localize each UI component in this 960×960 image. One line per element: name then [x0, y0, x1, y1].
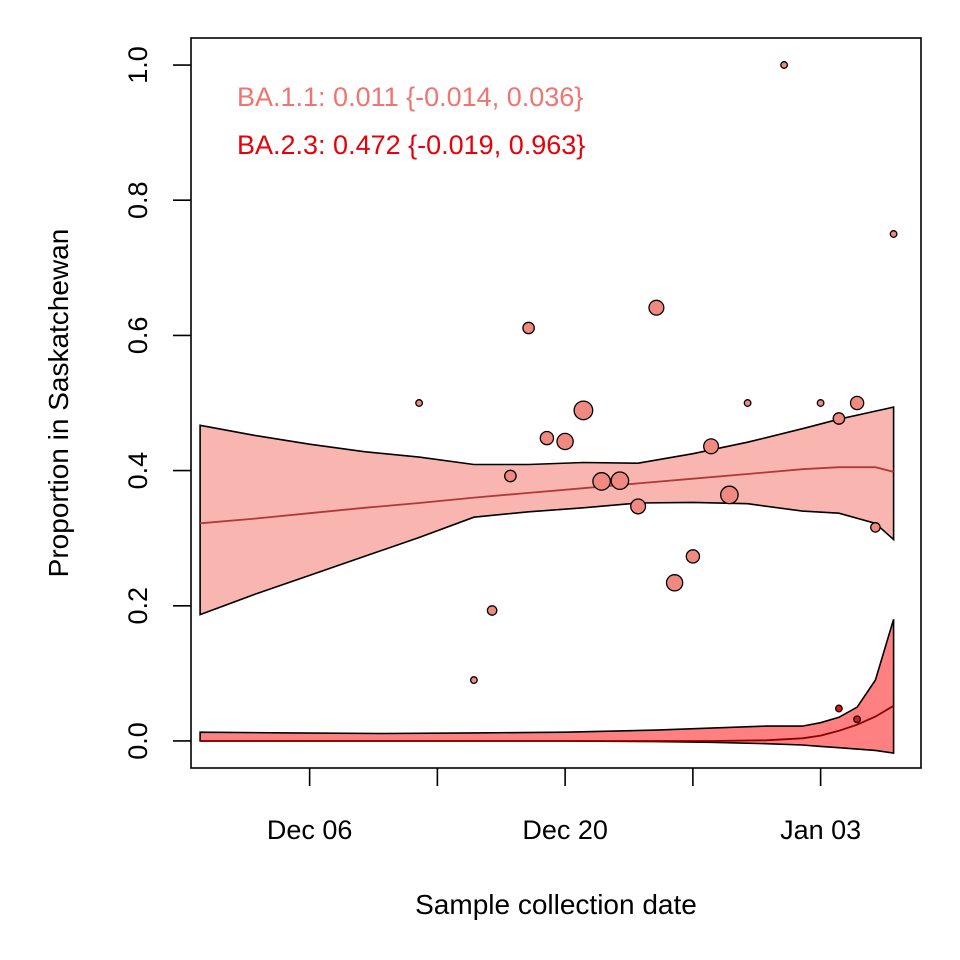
data-point-0-12	[665, 574, 684, 592]
confidence-bands	[199, 406, 895, 755]
data-point-0-10	[630, 498, 647, 515]
data-points	[415, 61, 898, 724]
data-point-0-22	[889, 230, 898, 238]
data-point-0-4	[522, 321, 535, 335]
data-point-0-7	[573, 400, 594, 421]
data-point-0-9	[610, 471, 630, 491]
data-point-0-2	[486, 605, 498, 616]
x-axis: Dec 06 Dec 20 Jan 03	[267, 768, 861, 845]
data-point-0-19	[832, 412, 846, 425]
data-point-0-18	[816, 399, 825, 407]
data-point-0-3	[504, 469, 517, 483]
fit-line-1	[200, 705, 895, 742]
y-tick-label-0: 0.0	[123, 722, 153, 760]
y-tick-label-1: 0.2	[123, 587, 153, 625]
data-point-1-1	[853, 715, 862, 724]
y-tick-label-5: 1.0	[123, 46, 153, 84]
x-tick-label-0: Dec 06	[267, 815, 353, 845]
plot-frame	[190, 37, 922, 769]
data-point-0-16	[743, 399, 752, 407]
fit-lines	[200, 466, 895, 742]
data-point-0-6	[556, 432, 574, 451]
data-point-0-0	[415, 399, 424, 407]
y-axis-title: Proportion in Saskatchewan	[43, 229, 74, 578]
data-point-0-11	[648, 299, 665, 316]
data-point-0-20	[849, 395, 865, 411]
annotation-ba-1-1: BA.1.1: 0.011 {-0.014, 0.036}	[237, 82, 583, 112]
y-tick-label-4: 0.8	[123, 181, 153, 219]
data-point-0-17	[780, 61, 789, 69]
x-tick-label-2: Dec 20	[522, 815, 608, 845]
confidence-band-1	[199, 619, 895, 755]
y-tick-label-2: 0.4	[123, 452, 153, 490]
data-point-0-15	[720, 485, 739, 505]
confidence-band-0	[199, 406, 895, 616]
data-point-0-21	[870, 522, 881, 533]
annotation-ba-2-3: BA.2.3: 0.472 {-0.019, 0.963}	[237, 130, 585, 160]
y-axis: 0.0 0.2 0.4 0.6 0.8 1.0	[123, 46, 191, 760]
data-point-1-0	[834, 704, 843, 713]
data-point-0-1	[469, 676, 478, 685]
fit-line-0	[200, 466, 894, 525]
x-tick-label-4: Jan 03	[780, 815, 861, 845]
data-point-0-8	[592, 472, 611, 491]
y-tick-label-3: 0.6	[123, 317, 153, 355]
x-axis-title: Sample collection date	[415, 889, 697, 920]
data-point-0-14	[703, 438, 720, 455]
data-point-0-5	[539, 430, 555, 446]
data-point-0-13	[685, 549, 701, 564]
